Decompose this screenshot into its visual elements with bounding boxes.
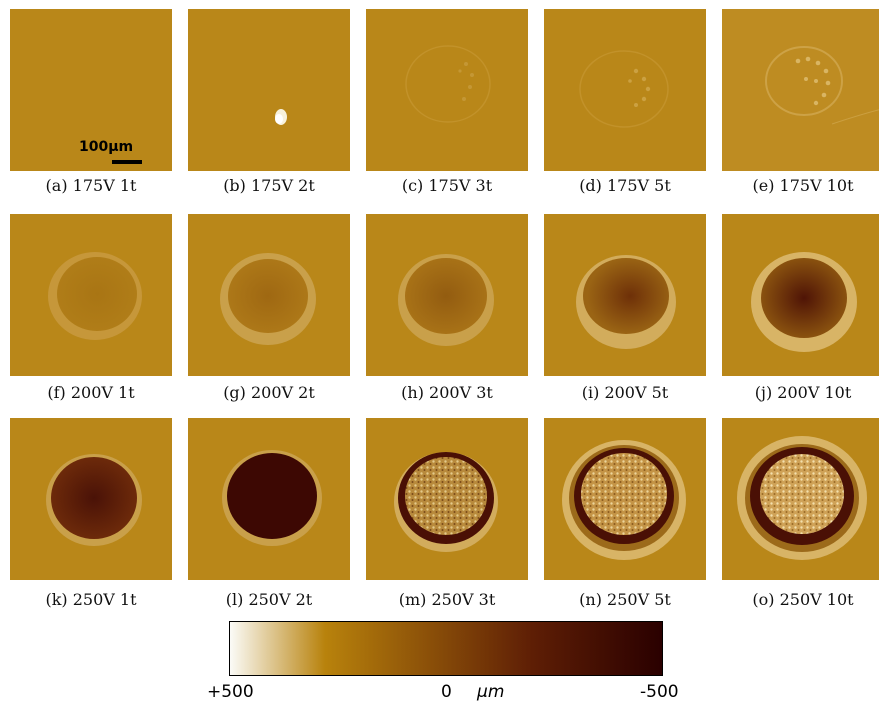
caption-a: (a) 175V 1t	[45, 176, 137, 195]
caption-k: (k) 250V 1t	[45, 590, 137, 609]
caption-l: (l) 250V 2t	[225, 590, 313, 609]
panel-n	[544, 418, 706, 580]
caption-j: (j) 200V 10t	[754, 383, 852, 402]
panel-k	[10, 418, 172, 580]
panel-a	[10, 9, 172, 171]
colorbar-mid-label: 0	[441, 682, 452, 702]
caption-i: (i) 200V 5t	[581, 383, 669, 402]
caption-e: (e) 175V 10t	[752, 176, 854, 195]
panel-j	[722, 214, 879, 376]
caption-h: (h) 200V 3t	[401, 383, 493, 402]
panel-c	[366, 9, 528, 171]
caption-b: (b) 175V 2t	[223, 176, 315, 195]
caption-o: (o) 250V 10t	[752, 590, 854, 609]
caption-d: (d) 175V 5t	[579, 176, 671, 195]
colorbar-unit-label: μm	[477, 682, 505, 702]
caption-n: (n) 250V 5t	[579, 590, 671, 609]
caption-c: (c) 175V 3t	[401, 176, 493, 195]
caption-m: (m) 250V 3t	[398, 590, 496, 609]
scale-bar-label: 100μm	[79, 139, 134, 155]
panel-d	[544, 9, 706, 171]
panel-b	[188, 9, 350, 171]
panel-l	[188, 418, 350, 580]
colorbar-max-label: -500	[640, 682, 679, 702]
panel-h	[366, 214, 528, 376]
scale-bar	[112, 160, 142, 164]
panel-o	[722, 418, 879, 580]
panel-g	[188, 214, 350, 376]
panel-m	[366, 418, 528, 580]
caption-g: (g) 200V 2t	[223, 383, 315, 402]
colorbar	[229, 621, 663, 676]
panel-e	[722, 9, 879, 171]
caption-f: (f) 200V 1t	[47, 383, 135, 402]
colorbar-min-label: +500	[207, 682, 254, 702]
panel-i	[544, 214, 706, 376]
panel-f	[10, 214, 172, 376]
